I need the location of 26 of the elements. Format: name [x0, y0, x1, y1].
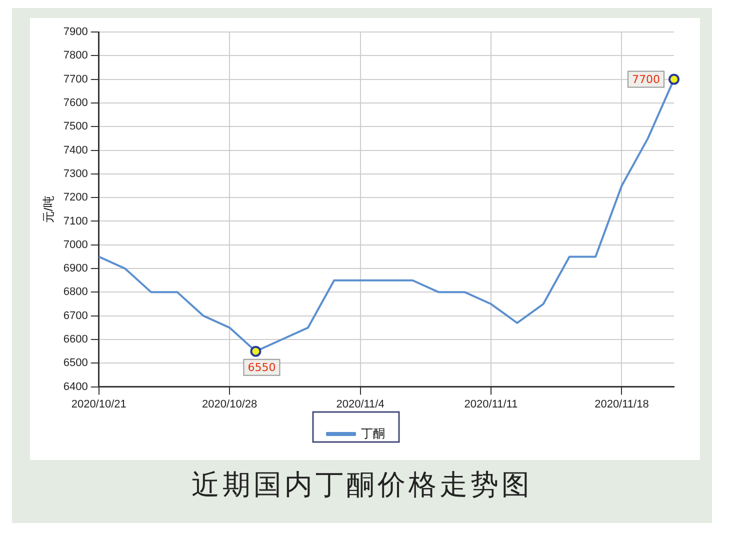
x-tick-label: 2020/11/4 — [336, 398, 384, 410]
y-tick-label: 7500 — [63, 120, 88, 133]
y-tick-label: 7300 — [63, 168, 88, 180]
x-tick-label: 2020/10/21 — [71, 398, 126, 410]
y-tick-label: 6900 — [63, 262, 88, 275]
y-tick-label: 7100 — [63, 215, 88, 228]
y-tick-label: 6600 — [63, 334, 88, 346]
y-tick-label: 7400 — [63, 144, 88, 156]
y-tick-label: 6700 — [63, 310, 88, 322]
data-label: 6550 — [248, 361, 276, 374]
y-tick-label: 6500 — [63, 357, 88, 370]
y-tick-label: 7200 — [63, 192, 88, 204]
y-tick-label: 6400 — [63, 380, 88, 393]
y-tick-label: 7900 — [63, 26, 88, 38]
x-tick-label: 2020/11/11 — [464, 398, 518, 410]
y-tick-label: 6800 — [63, 286, 88, 298]
legend-label: 丁酮 — [361, 426, 385, 440]
text: 近期国内丁酮价格走势图 — [190, 467, 534, 503]
data-label: 7700 — [632, 73, 660, 86]
x-tick-label: 2020/10/28 — [202, 398, 258, 410]
y-tick-label: 7000 — [63, 238, 88, 251]
x-tick-label: 2020/11/18 — [594, 398, 649, 410]
y-axis-title: 元/吨 — [42, 196, 56, 224]
y-tick-label: 7700 — [63, 73, 88, 86]
y-tick-label: 7800 — [63, 50, 88, 62]
y-tick-label: 7600 — [63, 96, 88, 109]
